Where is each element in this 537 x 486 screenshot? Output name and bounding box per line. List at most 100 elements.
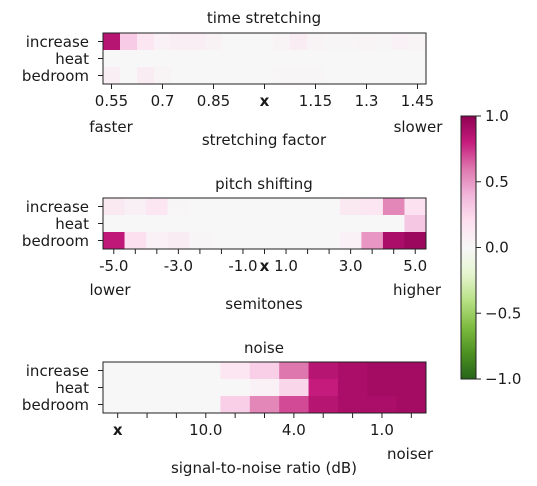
y-axis: increase heat bedroom — [22, 362, 103, 414]
heatmap-cell — [210, 215, 233, 233]
x-tick-label: 4.0 — [282, 421, 306, 439]
heatmap-cell — [290, 50, 308, 68]
row-label-bedroom: bedroom — [22, 67, 89, 85]
heatmap-cell — [396, 379, 427, 397]
heatmap-cell — [392, 33, 410, 51]
x-tick-label: 1.15 — [299, 92, 332, 110]
heatmap-cell — [249, 362, 280, 380]
heatmap-cell — [296, 215, 319, 233]
heatmap-cell — [308, 379, 339, 397]
heatmap-cell — [409, 33, 427, 51]
heatmap-cell — [279, 396, 309, 414]
heatmap-cell — [103, 50, 121, 68]
heatmap-cell — [409, 50, 427, 68]
heatmap-cell — [324, 33, 342, 51]
x-tick-label: x — [260, 257, 270, 275]
heatmap-cell — [171, 33, 189, 51]
x-tick-label: 1.3 — [355, 92, 379, 110]
heatmap-cell — [171, 50, 189, 68]
heatmap-cell — [103, 215, 125, 233]
heatmap-cell — [249, 396, 280, 414]
heatmap-cell — [324, 50, 342, 68]
heatmap-cell — [253, 232, 276, 250]
x-tick-label: 0.7 — [151, 92, 175, 110]
heatmap-cell — [367, 362, 398, 380]
heatmap-cell — [375, 50, 393, 68]
heatmap-cell — [396, 362, 427, 380]
row-label-increase: increase — [26, 33, 89, 51]
heatmap-cell — [120, 50, 138, 68]
heatmap-cell — [132, 379, 163, 397]
end-label-left: faster — [89, 118, 133, 136]
heatmap-cell — [396, 396, 427, 414]
row-label-bedroom: bedroom — [22, 396, 89, 414]
heatmap-cell — [103, 396, 133, 414]
heatmap-cell — [191, 362, 221, 380]
heatmap-cell — [161, 396, 192, 414]
heatmap-cell — [290, 67, 308, 85]
heatmap-cell — [124, 232, 147, 250]
heatmap-cell — [137, 50, 155, 68]
x-tick-label: 0.55 — [95, 92, 128, 110]
heatmap-cell — [103, 232, 125, 250]
heatmap-cell — [120, 33, 138, 51]
heatmap-cell — [279, 379, 309, 397]
heatmap-cell — [339, 198, 362, 216]
panel-title: noise — [244, 339, 284, 357]
colorbar-tick-label: 0.5 — [485, 173, 509, 191]
heatmap-cells — [103, 198, 427, 250]
heatmap-cell — [132, 396, 163, 414]
end-label-left: lower — [89, 281, 131, 299]
heatmap-cell — [232, 232, 255, 250]
heatmap-cell — [210, 198, 233, 216]
heatmap-cell — [358, 33, 376, 51]
heatmap-cell — [249, 379, 280, 397]
heatmap-cell — [296, 198, 319, 216]
heatmap-cell — [308, 396, 339, 414]
heatmap-cell — [367, 379, 398, 397]
heatmap-cell — [361, 215, 384, 233]
heatmap-cell — [404, 232, 427, 250]
colorbar: 1.0 0.5 0.0 −0.5 −1.0 — [460, 107, 521, 388]
y-axis: increase heat bedroom — [22, 198, 103, 250]
heatmap-cell — [361, 198, 384, 216]
heatmap-cell — [205, 67, 223, 85]
x-tick-label: x — [113, 421, 123, 439]
heatmap-cell — [382, 198, 405, 216]
heatmap-cell — [382, 232, 405, 250]
x-axis: x 10.0 4.0 1.0 — [113, 413, 412, 439]
heatmap-cell — [239, 67, 257, 85]
heatmap-cell — [161, 379, 192, 397]
heatmap-cell — [137, 33, 155, 51]
heatmap-cell — [220, 379, 251, 397]
row-label-increase: increase — [26, 362, 89, 380]
heatmap-cell — [253, 198, 276, 216]
heatmap-cell — [222, 33, 240, 51]
heatmap-cell — [275, 232, 298, 250]
heatmap-cell — [103, 33, 121, 51]
heatmap-cell — [409, 67, 427, 85]
heatmap-cell — [232, 215, 255, 233]
heatmap-cell — [358, 67, 376, 85]
heatmap-cell — [189, 232, 212, 250]
row-label-heat: heat — [55, 215, 89, 233]
heatmap-cell — [341, 67, 359, 85]
heatmap-cell — [404, 215, 427, 233]
heatmap-cell — [341, 33, 359, 51]
heatmap-cell — [361, 232, 384, 250]
heatmap-cell — [154, 33, 172, 51]
x-tick-label: 1.0 — [370, 421, 394, 439]
heatmap-cell — [188, 33, 206, 51]
heatmap-cell — [337, 396, 368, 414]
heatmap-cell — [232, 198, 255, 216]
heatmap-cell — [124, 198, 147, 216]
heatmap-cell — [339, 232, 362, 250]
heatmap-cell — [154, 67, 172, 85]
heatmap-cell — [171, 67, 189, 85]
heatmap-cell — [275, 215, 298, 233]
x-tick-label: 1.0 — [274, 257, 298, 275]
heatmap-cell — [318, 198, 341, 216]
heatmap-cell — [318, 232, 341, 250]
heatmap-cell — [154, 50, 172, 68]
colorbar-tick-label: 0.0 — [485, 239, 509, 257]
